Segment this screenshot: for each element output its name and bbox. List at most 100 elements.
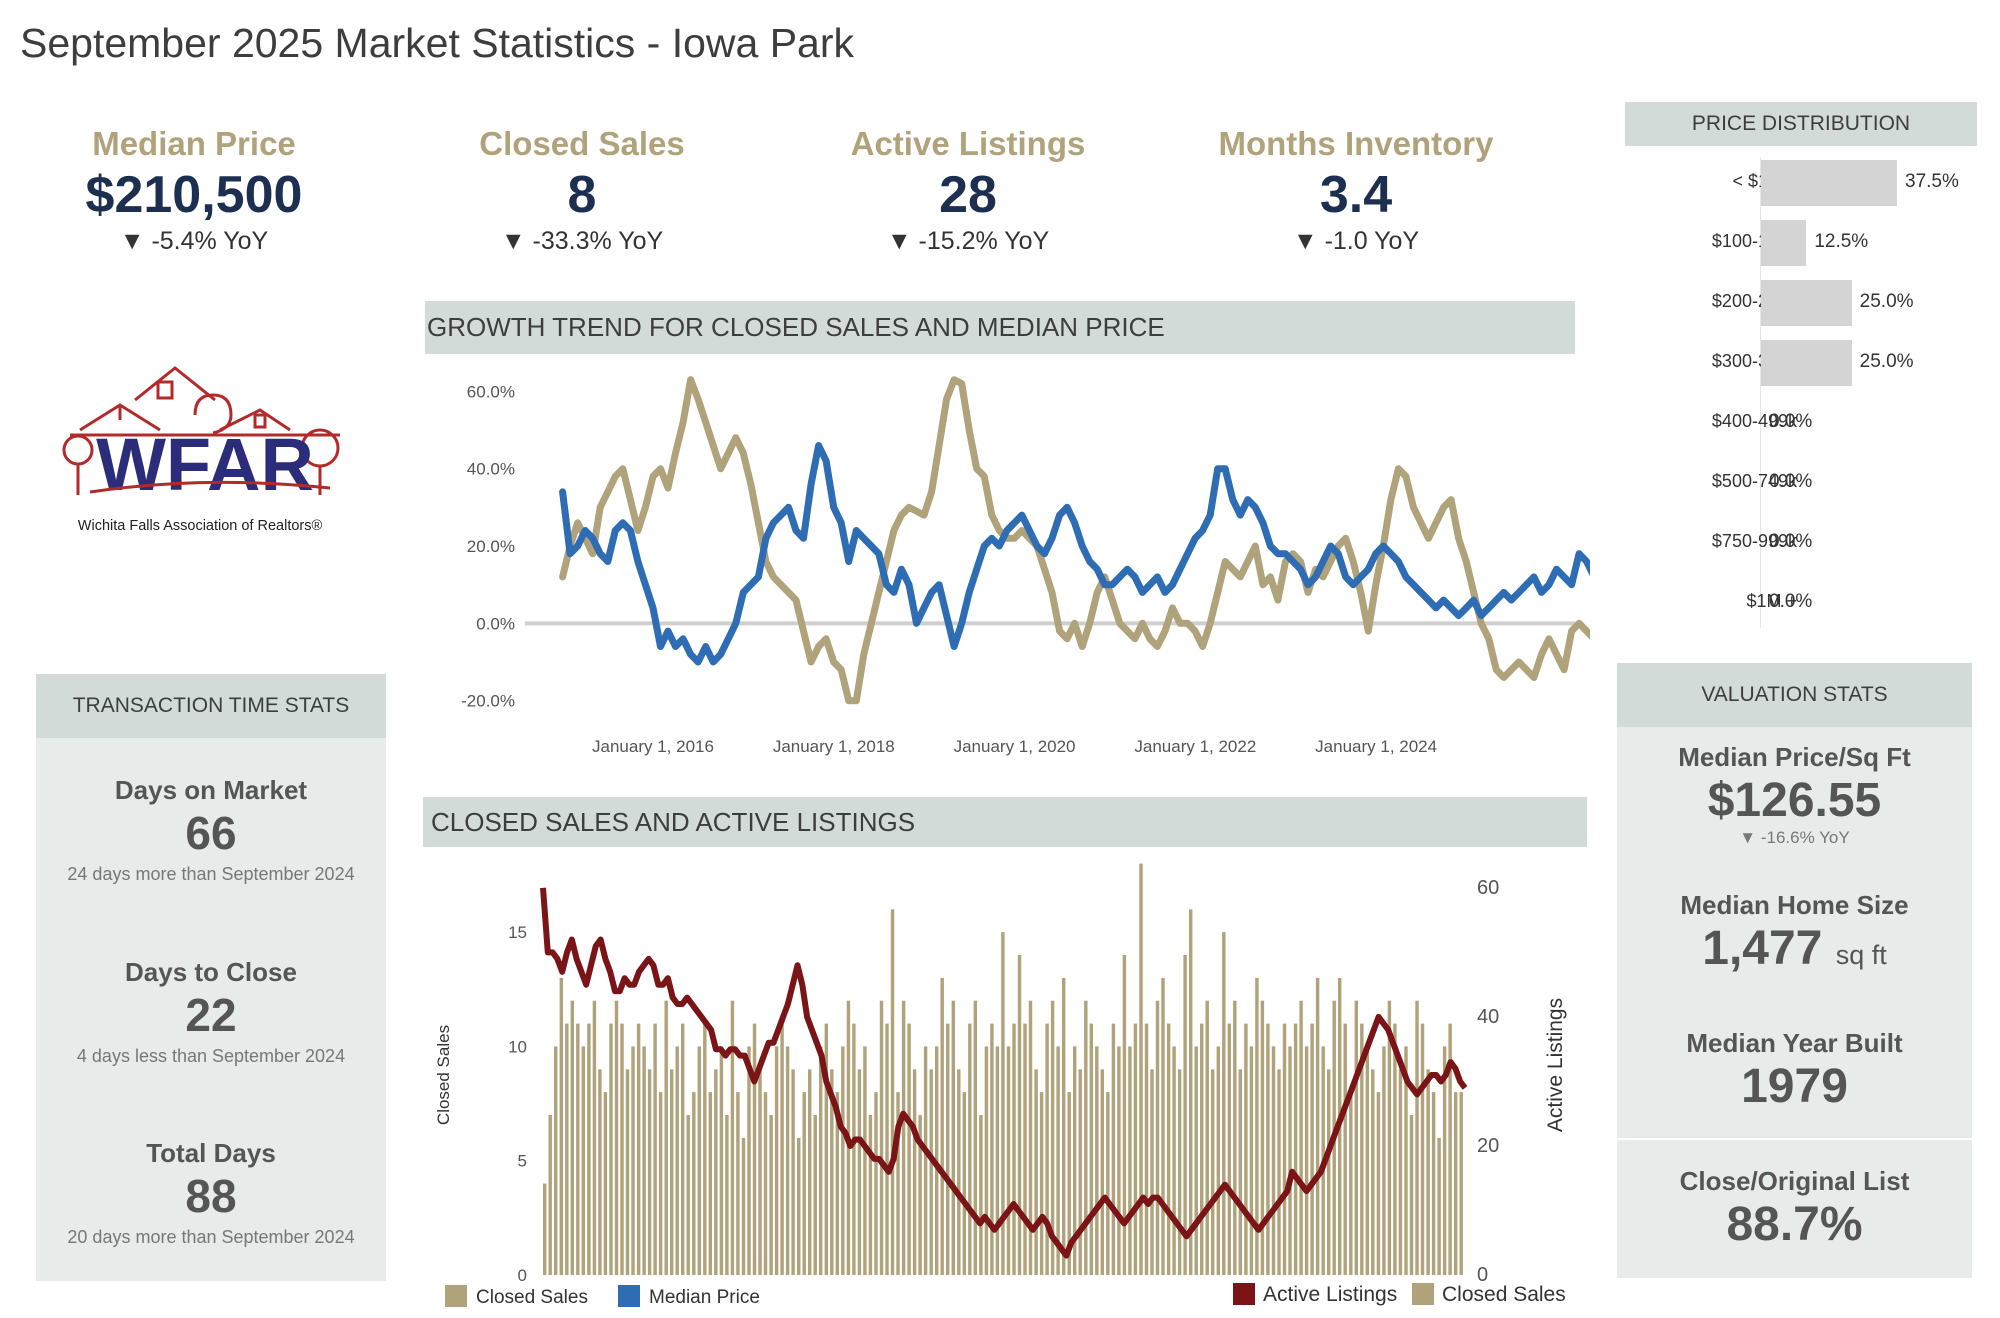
closed-sales-bar xyxy=(1310,1023,1314,1275)
closed-sales-bar xyxy=(1205,1000,1209,1275)
closed-sales-bar xyxy=(1001,932,1005,1275)
stat-value: 88 xyxy=(185,1170,237,1222)
closed-sales-bar xyxy=(1404,1046,1408,1275)
stat-note: 4 days less than September 2024 xyxy=(76,1046,346,1066)
closed-sales-bar xyxy=(1227,1023,1232,1275)
closed-sales-bar xyxy=(686,1115,690,1275)
closed-sales-bar xyxy=(670,1069,674,1275)
closed-sales-bar xyxy=(979,1115,983,1275)
closed-sales-bar xyxy=(719,1046,724,1275)
closed-sales-bar xyxy=(896,1092,900,1275)
kpi-label: Active Listings xyxy=(850,125,1086,162)
closed-sales-bar xyxy=(614,1000,619,1275)
closed-sales-bar xyxy=(1166,1023,1171,1275)
x-tick-label: January 1, 2022 xyxy=(1134,737,1256,756)
stat-days-to-close: Days to Close 22 4 days less than Septem… xyxy=(36,957,386,1067)
closed-sales-bar xyxy=(1117,1046,1121,1275)
closed-sales-bar xyxy=(962,1092,967,1275)
stat-value: 22 xyxy=(185,989,237,1041)
price-distribution-row: $1M +0.0% xyxy=(1625,580,2000,626)
price-distribution-row: $100-199k 12.5% xyxy=(1625,220,2000,266)
closed-sales-bar xyxy=(1376,1092,1381,1275)
closed-sales-bar xyxy=(1387,1000,1392,1275)
closed-sales-bar xyxy=(1045,1023,1049,1275)
closed-sales-bar xyxy=(1271,1046,1276,1275)
closed-sales-bar xyxy=(1222,932,1226,1275)
legend-label: Active Listings xyxy=(1263,1283,1397,1306)
price-distribution-bar xyxy=(1761,220,1807,266)
closed-sales-bar xyxy=(653,1023,657,1275)
closed-sales-bar xyxy=(780,1023,784,1275)
closed-sales-bar xyxy=(1299,1000,1303,1275)
closed-sales-bar xyxy=(1349,1092,1353,1275)
closed-sales-bar xyxy=(1139,863,1143,1275)
closed-sales-bar xyxy=(968,1023,972,1275)
price-distribution-bar xyxy=(1761,340,1852,386)
closed-sales-bar xyxy=(785,1046,790,1275)
closed-sales-bar xyxy=(1100,1069,1105,1275)
closed-sales-bar xyxy=(1017,955,1022,1275)
valuation-home-size: Median Home Size 1,477 sq ft xyxy=(1617,890,1972,976)
closed-sales-bar xyxy=(1172,1046,1176,1275)
y-tick-label: 60.0% xyxy=(467,382,515,401)
closed-sales-bar xyxy=(681,1023,685,1275)
growth-trend-header: GROWTH TREND FOR CLOSED SALES AND MEDIAN… xyxy=(425,301,1575,354)
closed-sales-bar xyxy=(1409,1115,1414,1275)
kpi-change: ▼ -15.2% YoY xyxy=(886,227,1050,255)
closed-sales-bar xyxy=(697,1046,702,1275)
closed-sales-bar xyxy=(543,1183,547,1275)
y-tick-label: -20.0% xyxy=(461,692,515,711)
kpi-value: 3.4 xyxy=(1319,166,1393,224)
closed-sales-bar xyxy=(620,1023,624,1275)
legend-label: Closed Sales xyxy=(1442,1283,1566,1306)
closed-sales-bar xyxy=(1128,1046,1132,1275)
x-tick-label: January 1, 2020 xyxy=(954,737,1076,756)
price-range-label: $500-749k xyxy=(1711,471,1797,491)
closed-sales-bar xyxy=(946,1023,950,1275)
closed-sales-bar xyxy=(1354,1000,1359,1275)
closed-sales-bar xyxy=(907,1023,911,1275)
closed-sales-bar xyxy=(1183,955,1187,1275)
closed-sales-bar xyxy=(995,1046,1000,1275)
closed-sales-bar xyxy=(576,1023,580,1275)
closed-sales-bar xyxy=(642,1046,646,1275)
closed-sales-bar xyxy=(819,1046,823,1275)
closed-sales-bar xyxy=(692,1092,696,1275)
closed-sales-bar xyxy=(1327,1069,1331,1275)
valuation-price-sqft: Median Price/Sq Ft $126.55 ▼ -16.6% YoY xyxy=(1617,742,1972,848)
closed-sales-bar xyxy=(1155,1000,1160,1275)
kpi-value: 28 xyxy=(939,166,997,224)
closed-sales-bar xyxy=(1161,977,1165,1275)
closed-sales-bar xyxy=(769,1115,773,1275)
price-distribution-pct: 12.5% xyxy=(1814,231,1869,252)
closed-sales-bar xyxy=(631,1046,635,1275)
closed-sales-bar xyxy=(1073,1046,1077,1275)
closed-sales-bar xyxy=(1365,1046,1370,1275)
price-distribution-pct: 0.0% xyxy=(1769,591,1813,612)
closed-sales-bar xyxy=(802,1092,806,1275)
y2-axis-label: Active Listings xyxy=(1544,998,1567,1132)
y2-tick-label: 20 xyxy=(1477,1135,1499,1157)
kpi-change: ▼ -1.0 YoY xyxy=(1292,227,1420,255)
closed-sales-bar xyxy=(625,1069,630,1275)
stat-label: Total Days xyxy=(146,1138,276,1168)
closed-sales-bar xyxy=(1200,1023,1204,1275)
closed-sales-bar xyxy=(1398,1069,1403,1275)
closed-sales-bar xyxy=(1023,1023,1027,1275)
y2-tick-label: 60 xyxy=(1477,877,1499,899)
closed-sales-bar xyxy=(1426,1069,1430,1275)
kpi-active-listings: Active Listings 28 ▼ -15.2% YoY xyxy=(818,125,1118,256)
price-range-label: $750-999k xyxy=(1711,531,1797,551)
closed-sales-bar xyxy=(548,1115,552,1275)
closed-sales-bar xyxy=(984,1046,989,1275)
closed-sales-bar xyxy=(1315,977,1320,1275)
closed-sales-bar xyxy=(592,1000,597,1275)
price-range-label: $400-499k xyxy=(1711,411,1797,431)
house-logo-icon: WFAR Wichita Falls Association of Realto… xyxy=(62,366,340,534)
closed-sales-bar xyxy=(813,1115,817,1275)
closed-sales-bar xyxy=(1266,1023,1270,1275)
closed-sales-bar xyxy=(808,1069,812,1275)
closed-sales-bar xyxy=(703,1023,707,1275)
price-distribution-row: $400-499k 0.0% xyxy=(1625,400,2000,446)
closed-sales-bar xyxy=(830,1069,834,1275)
